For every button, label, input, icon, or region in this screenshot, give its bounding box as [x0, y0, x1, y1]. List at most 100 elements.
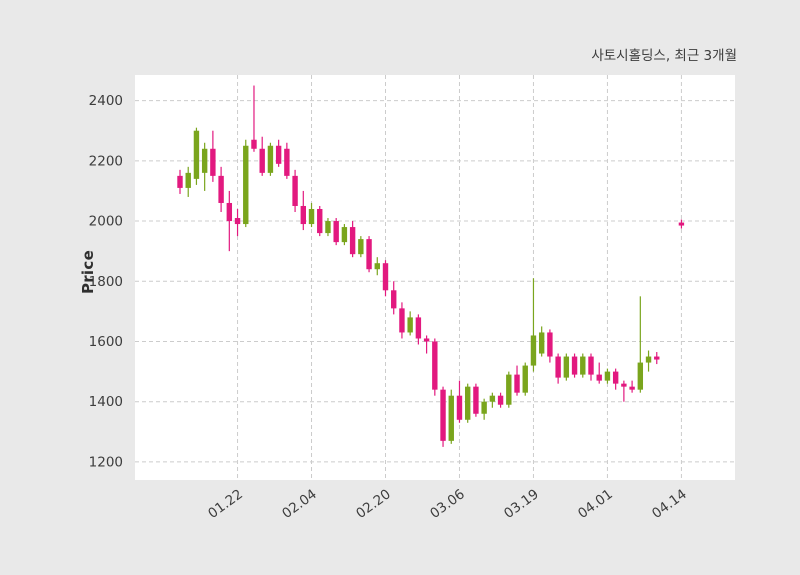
- candle: [432, 338, 438, 396]
- candle: [177, 169, 183, 194]
- y-axis-label: Price: [79, 249, 97, 295]
- x-tick-label: 02.20: [353, 486, 394, 522]
- candle: [645, 350, 652, 372]
- candle: [604, 368, 611, 384]
- candle: [366, 236, 372, 273]
- candle: [448, 389, 454, 444]
- y-tick-label: 1600: [89, 334, 123, 350]
- candle-body: [645, 356, 652, 363]
- candle-body: [522, 365, 528, 393]
- y-tick-label: 1400: [89, 394, 123, 410]
- candle: [325, 218, 331, 237]
- candle-body: [193, 130, 200, 179]
- candle: [243, 139, 249, 228]
- candle-body: [391, 290, 397, 309]
- x-tick-label: 04.01: [575, 486, 616, 522]
- candle-body: [226, 202, 233, 222]
- candle-body: [366, 239, 372, 270]
- chart-title: 사토시홀딩스, 최근 3개월: [591, 48, 737, 64]
- candle-body: [506, 374, 512, 405]
- candle: [374, 257, 380, 276]
- y-tick-label: 2000: [89, 214, 123, 230]
- candle-body: [423, 338, 430, 342]
- candle: [185, 166, 191, 197]
- candle: [407, 311, 413, 336]
- candle: [530, 278, 537, 372]
- candle-body: [358, 239, 364, 255]
- candle: [284, 142, 290, 179]
- candle-body: [349, 227, 356, 255]
- candle: [547, 329, 553, 363]
- candle: [465, 383, 471, 423]
- candle: [292, 169, 298, 213]
- plot-area: [135, 75, 735, 480]
- x-tick-label: 02.04: [279, 486, 320, 522]
- y-tick-label: 1800: [89, 274, 123, 290]
- candle: [267, 142, 274, 176]
- candle: [333, 218, 339, 246]
- candle: [317, 205, 323, 237]
- candle-body: [218, 175, 224, 203]
- y-tick-label: 1200: [89, 454, 123, 470]
- candle: [440, 386, 446, 447]
- candle: [538, 326, 545, 357]
- candle: [580, 353, 586, 378]
- candle: [621, 380, 627, 402]
- candle-body: [267, 145, 274, 173]
- candle: [473, 383, 479, 417]
- candle-body: [185, 172, 191, 188]
- candle-body: [292, 175, 298, 206]
- candle-body: [407, 317, 413, 333]
- candle-body: [612, 371, 619, 384]
- candle: [481, 398, 487, 420]
- candle: [654, 352, 660, 365]
- candle-body: [678, 222, 685, 226]
- candle-body: [456, 395, 463, 420]
- candle: [308, 202, 315, 228]
- candle: [391, 281, 397, 315]
- candle-body: [473, 386, 479, 414]
- x-tick-label: 01.22: [205, 486, 246, 522]
- candle-body: [374, 263, 380, 270]
- candle-body: [604, 371, 611, 381]
- candle-body: [333, 221, 339, 243]
- candle: [514, 365, 520, 396]
- candle-body: [308, 208, 315, 225]
- candle-body: [588, 356, 594, 375]
- candle: [489, 392, 496, 408]
- candle: [571, 353, 578, 378]
- candle: [629, 380, 635, 393]
- candle-body: [284, 148, 290, 176]
- candle: [399, 302, 405, 339]
- candle-body: [251, 139, 257, 149]
- candle: [506, 371, 512, 408]
- candle-body: [530, 335, 537, 366]
- candle: [596, 362, 602, 384]
- candle-body: [448, 395, 454, 441]
- x-tick-label: 03.06: [427, 486, 468, 522]
- candle: [678, 219, 685, 229]
- candle: [415, 314, 422, 345]
- candle-body: [571, 356, 578, 375]
- candle-body: [538, 332, 545, 354]
- candle-body: [399, 308, 405, 333]
- candle: [300, 190, 306, 231]
- candle: [349, 221, 356, 258]
- candle: [522, 362, 528, 396]
- candle: [234, 208, 241, 237]
- candle: [358, 236, 364, 258]
- candle-body: [547, 332, 553, 357]
- candle-body: [275, 145, 282, 164]
- candle: [612, 368, 619, 390]
- candle: [275, 139, 282, 167]
- candle-body: [654, 356, 660, 360]
- x-tick-label: 03.19: [501, 486, 542, 522]
- candle: [341, 224, 348, 246]
- candle: [423, 335, 430, 354]
- candle: [456, 380, 463, 423]
- candle-body: [629, 386, 635, 390]
- candle: [259, 136, 265, 176]
- candle: [251, 85, 257, 152]
